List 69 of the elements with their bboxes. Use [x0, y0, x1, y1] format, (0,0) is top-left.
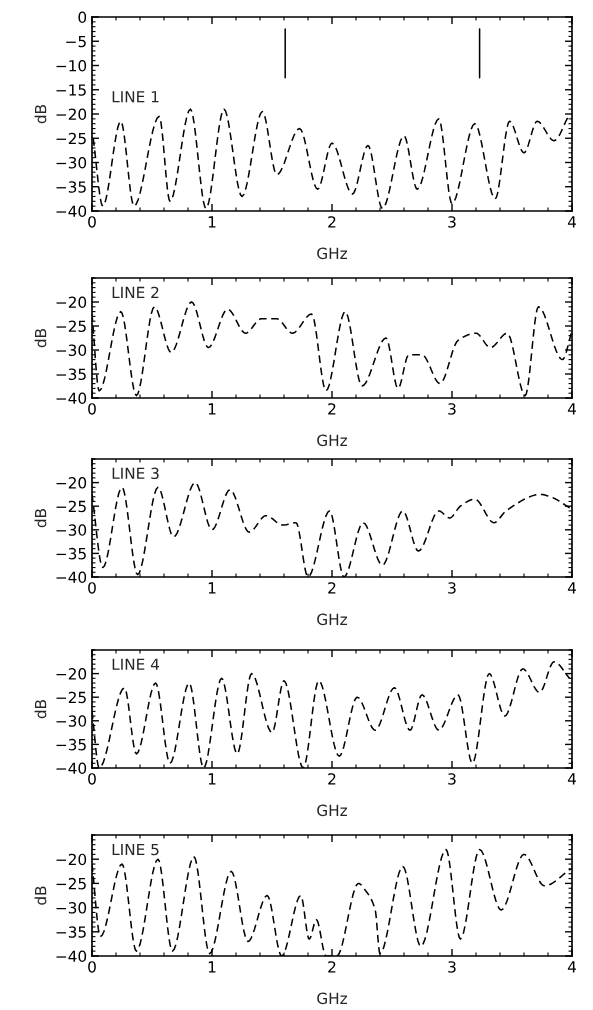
x-tick-label: 1	[208, 403, 216, 415]
y-tick-label: −5	[66, 35, 86, 48]
y-tick-label: −35	[56, 547, 86, 560]
y-tick-label: −10	[56, 59, 87, 72]
y-tick-label: −20	[56, 108, 87, 121]
y-tick-label: −25	[56, 320, 86, 333]
x-tick-label: 2	[328, 961, 336, 973]
y-tick-label: −30	[56, 156, 87, 169]
y-tick-label: −40	[56, 950, 87, 963]
x-tick-label: 0	[88, 773, 96, 785]
annotation: LINE 1	[112, 91, 159, 103]
y-tick-label: −30	[56, 902, 87, 914]
x-tick-label: 4	[567, 216, 576, 228]
x-tick-label: 1	[208, 961, 216, 973]
x-tick-label: 4	[567, 582, 576, 594]
y-tick-label: −40	[56, 392, 87, 405]
x-tick-label: 2	[328, 582, 336, 594]
y-tick-label: −40	[56, 205, 87, 218]
y-tick-label: −20	[56, 477, 87, 489]
y-tick-label: −40	[56, 762, 87, 775]
y-tick-label: −15	[56, 84, 86, 96]
x-tick-label: 1	[208, 216, 216, 228]
x-tick-label: 3	[448, 582, 456, 594]
y-tick-label: −25	[56, 132, 86, 145]
x-tick-label: 3	[448, 961, 456, 973]
x-tick-label: 2	[328, 403, 336, 415]
y-tick-label: 0	[78, 11, 87, 24]
y-tick-label: −40	[56, 571, 87, 584]
x-tick-label: 1	[208, 773, 216, 785]
x-tick-label: 3	[448, 773, 456, 785]
y-axis-title: dB	[34, 699, 47, 719]
y-tick-label: −25	[56, 691, 86, 704]
annotation: LINE 4	[112, 658, 160, 670]
annotation: LINE 3	[112, 467, 159, 480]
x-axis-title: GHz	[317, 247, 348, 260]
x-tick-label: 2	[328, 773, 336, 785]
y-tick-label: −35	[56, 738, 86, 751]
y-tick-label: −30	[56, 344, 87, 357]
annotation: LINE 2	[112, 286, 159, 299]
x-tick-label: 1	[208, 582, 216, 594]
x-tick-label: 0	[88, 961, 96, 973]
y-axis-title: dB	[34, 508, 47, 528]
x-tick-label: 4	[567, 773, 576, 785]
y-tick-label: −30	[56, 524, 87, 536]
x-tick-label: 2	[328, 216, 336, 228]
x-tick-label: 3	[448, 216, 456, 228]
y-axis-title: dB	[34, 104, 47, 124]
x-axis-title: GHz	[317, 434, 348, 447]
y-tick-label: −35	[56, 926, 86, 938]
y-tick-label: −20	[56, 668, 87, 680]
annotation: LINE 5	[112, 843, 159, 856]
y-tick-label: −35	[56, 368, 86, 381]
x-tick-label: 0	[88, 403, 96, 415]
y-axis-title: dB	[34, 886, 47, 905]
x-tick-label: 0	[88, 582, 96, 594]
y-tick-label: −35	[56, 181, 86, 193]
y-tick-label: −20	[56, 296, 87, 309]
y-tick-label: −30	[56, 715, 87, 727]
x-axis-title: GHz	[317, 804, 348, 817]
y-tick-label: −20	[56, 853, 87, 866]
y-tick-label: −25	[56, 500, 86, 513]
y-tick-label: −25	[56, 877, 86, 890]
x-axis-title: GHz	[317, 992, 348, 1005]
x-tick-label: 4	[567, 403, 576, 415]
x-axis-title: GHz	[317, 613, 348, 626]
y-axis-title: dB	[34, 328, 47, 348]
x-tick-label: 3	[448, 403, 456, 415]
x-tick-label: 4	[567, 961, 576, 973]
x-tick-label: 0	[88, 216, 96, 228]
